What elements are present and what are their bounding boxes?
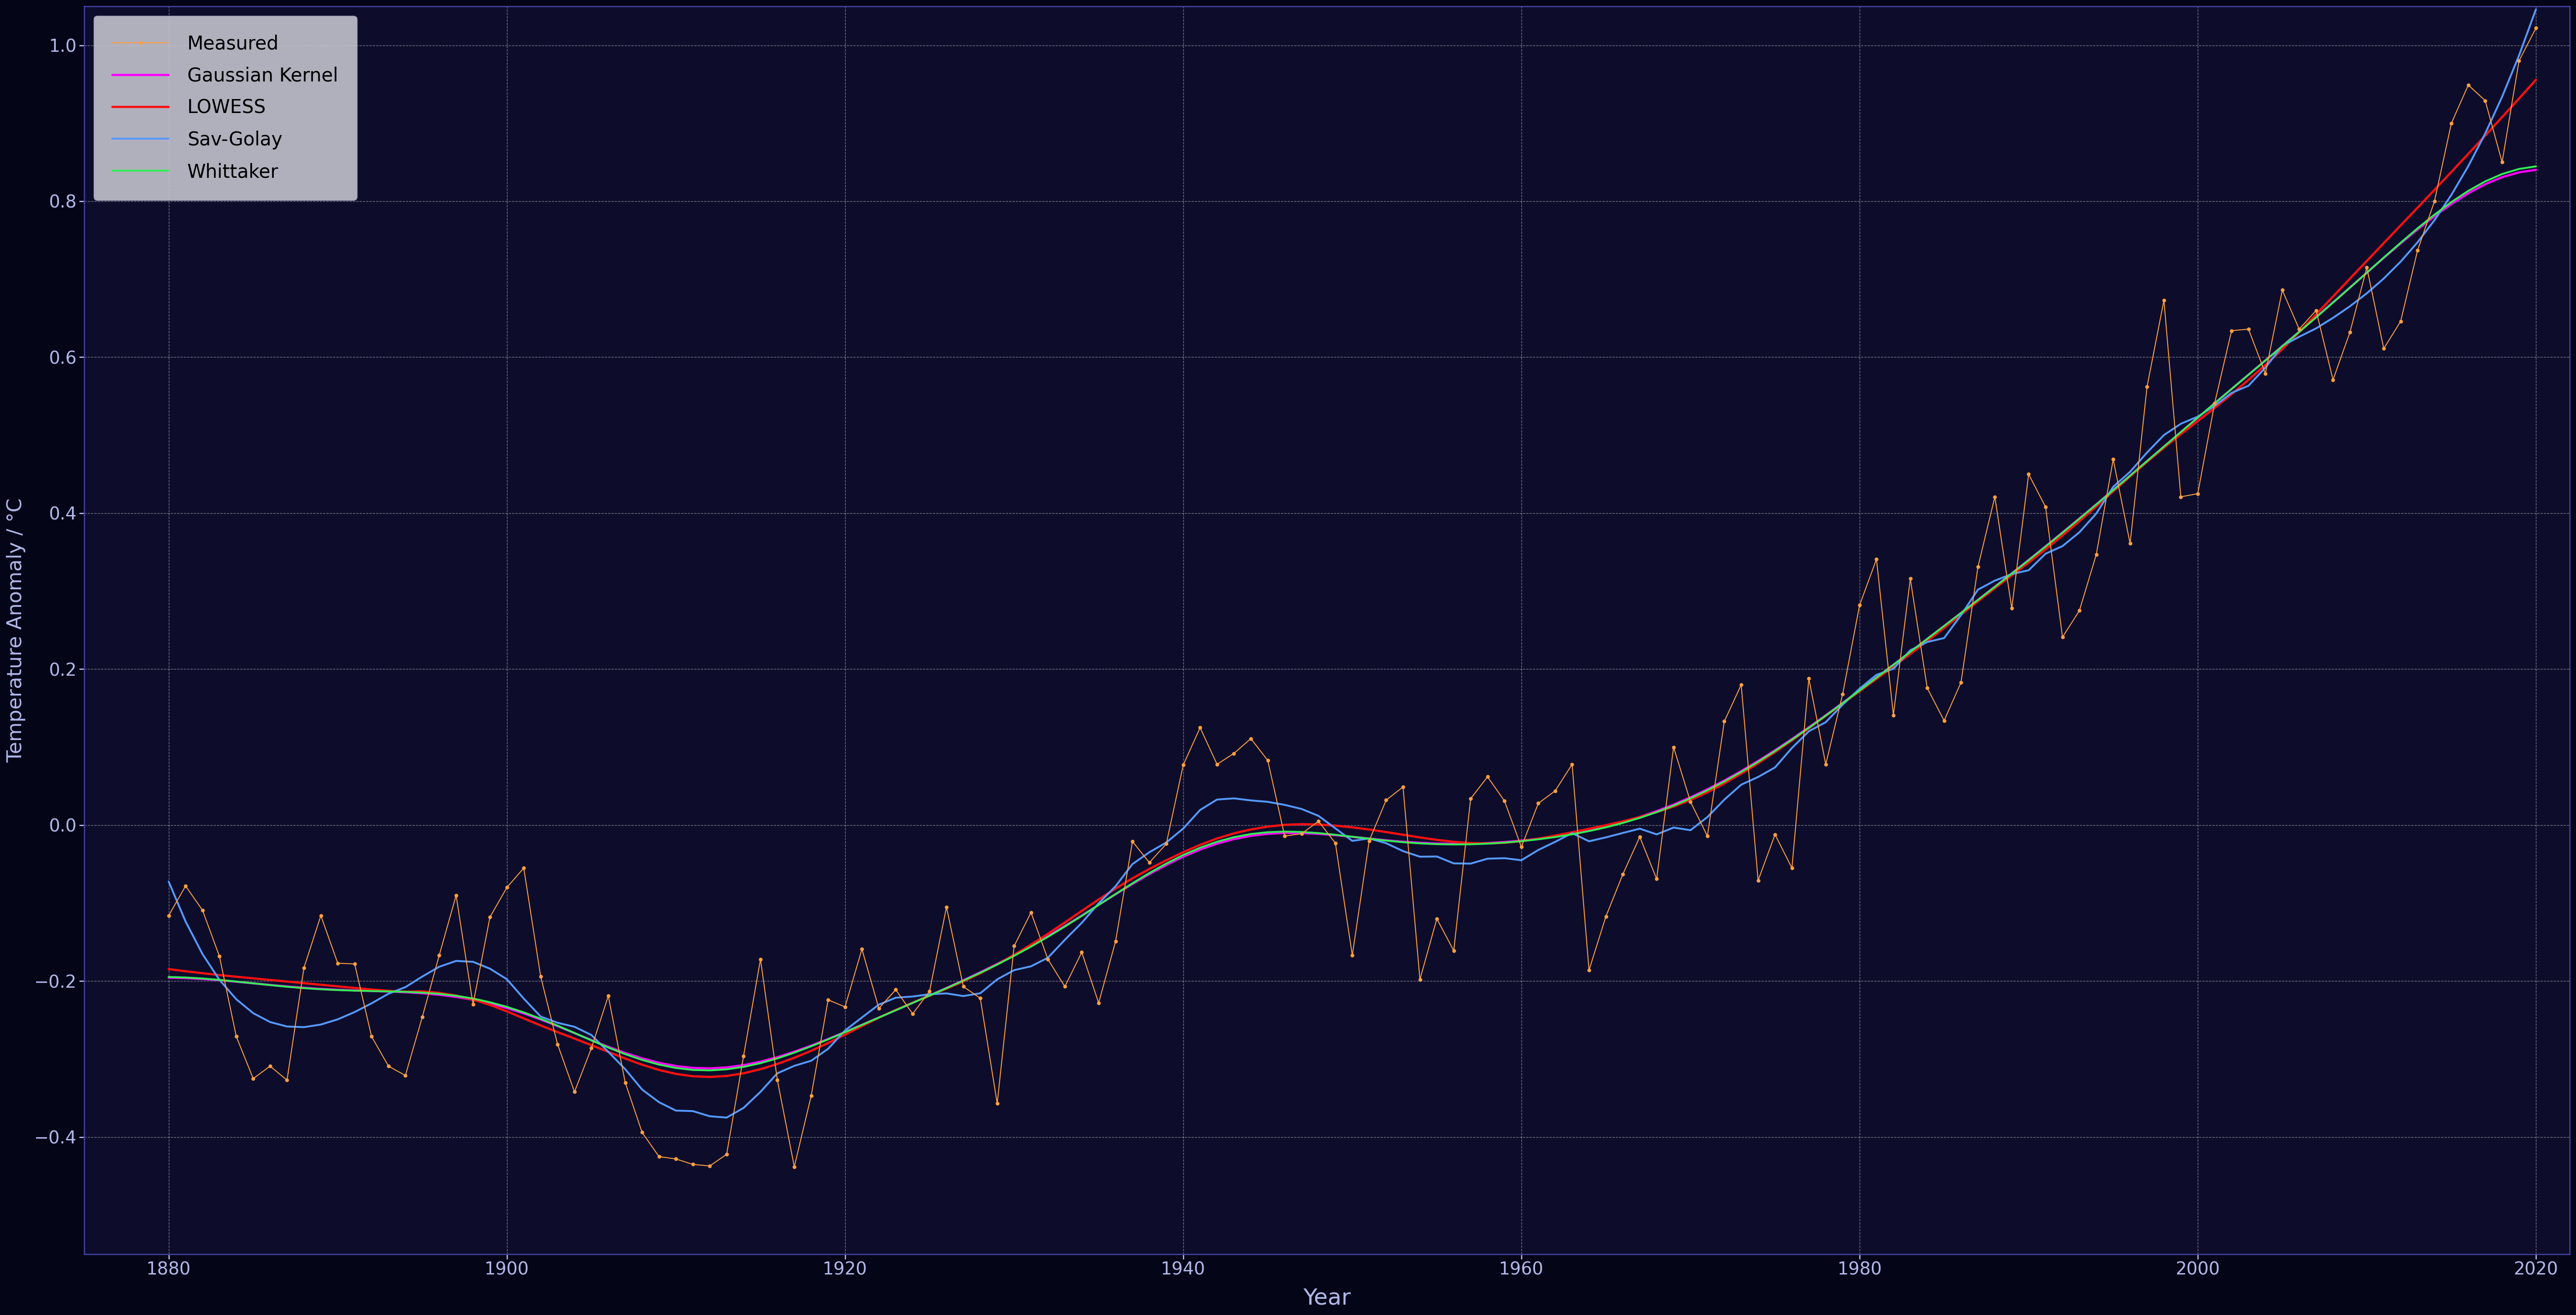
LOWESS	[696, 1069, 726, 1085]
Whittaker	[170, 969, 201, 985]
LOWESS	[289, 976, 319, 992]
LOWESS	[948, 973, 979, 989]
Measured	[289, 960, 319, 976]
Legend: Measured, Gaussian Kernel, LOWESS, Sav-Golay, Whittaker: Measured, Gaussian Kernel, LOWESS, Sav-G…	[93, 16, 358, 200]
LOWESS	[170, 964, 201, 980]
Measured	[170, 878, 201, 894]
X-axis label: Year: Year	[1303, 1287, 1350, 1308]
LOWESS	[152, 961, 183, 977]
Line: Gaussian Kernel: Gaussian Kernel	[167, 170, 2535, 1068]
Gaussian Kernel	[948, 972, 979, 988]
Gaussian Kernel	[152, 969, 183, 985]
Whittaker	[948, 973, 979, 989]
Line: Whittaker: Whittaker	[167, 167, 2535, 1070]
Sav-Golay	[289, 1019, 319, 1035]
Sav-Golay	[2419, 212, 2450, 227]
Measured	[2419, 193, 2450, 209]
Gaussian Kernel	[2519, 162, 2550, 178]
Measured	[2233, 321, 2264, 337]
Whittaker	[2233, 367, 2264, 383]
LOWESS	[2182, 413, 2213, 429]
Measured	[2519, 20, 2550, 36]
Sav-Golay	[2233, 377, 2264, 393]
Sav-Golay	[2182, 409, 2213, 425]
Whittaker	[152, 969, 183, 985]
Measured	[948, 978, 979, 994]
Sav-Golay	[948, 988, 979, 1003]
LOWESS	[2519, 72, 2550, 88]
Measured	[778, 1159, 809, 1174]
Gaussian Kernel	[289, 980, 319, 995]
Gaussian Kernel	[2233, 367, 2264, 383]
Gaussian Kernel	[2419, 208, 2450, 224]
Whittaker	[289, 980, 319, 995]
Line: Sav-Golay: Sav-Golay	[167, 9, 2535, 1118]
Whittaker	[696, 1063, 726, 1078]
LOWESS	[2419, 181, 2450, 197]
Gaussian Kernel	[696, 1060, 726, 1076]
Measured	[2182, 485, 2213, 501]
Line: Measured: Measured	[167, 26, 2537, 1169]
Y-axis label: Temperature Anomaly / °C: Temperature Anomaly / °C	[5, 498, 26, 763]
Sav-Golay	[2519, 1, 2550, 17]
LOWESS	[2233, 372, 2264, 388]
Sav-Golay	[170, 914, 201, 930]
Sav-Golay	[711, 1110, 742, 1126]
Whittaker	[2182, 410, 2213, 426]
Gaussian Kernel	[170, 970, 201, 986]
Gaussian Kernel	[2182, 410, 2213, 426]
Whittaker	[2419, 206, 2450, 222]
Sav-Golay	[152, 873, 183, 889]
Measured	[152, 907, 183, 923]
Whittaker	[2519, 159, 2550, 175]
Line: LOWESS: LOWESS	[167, 80, 2535, 1077]
